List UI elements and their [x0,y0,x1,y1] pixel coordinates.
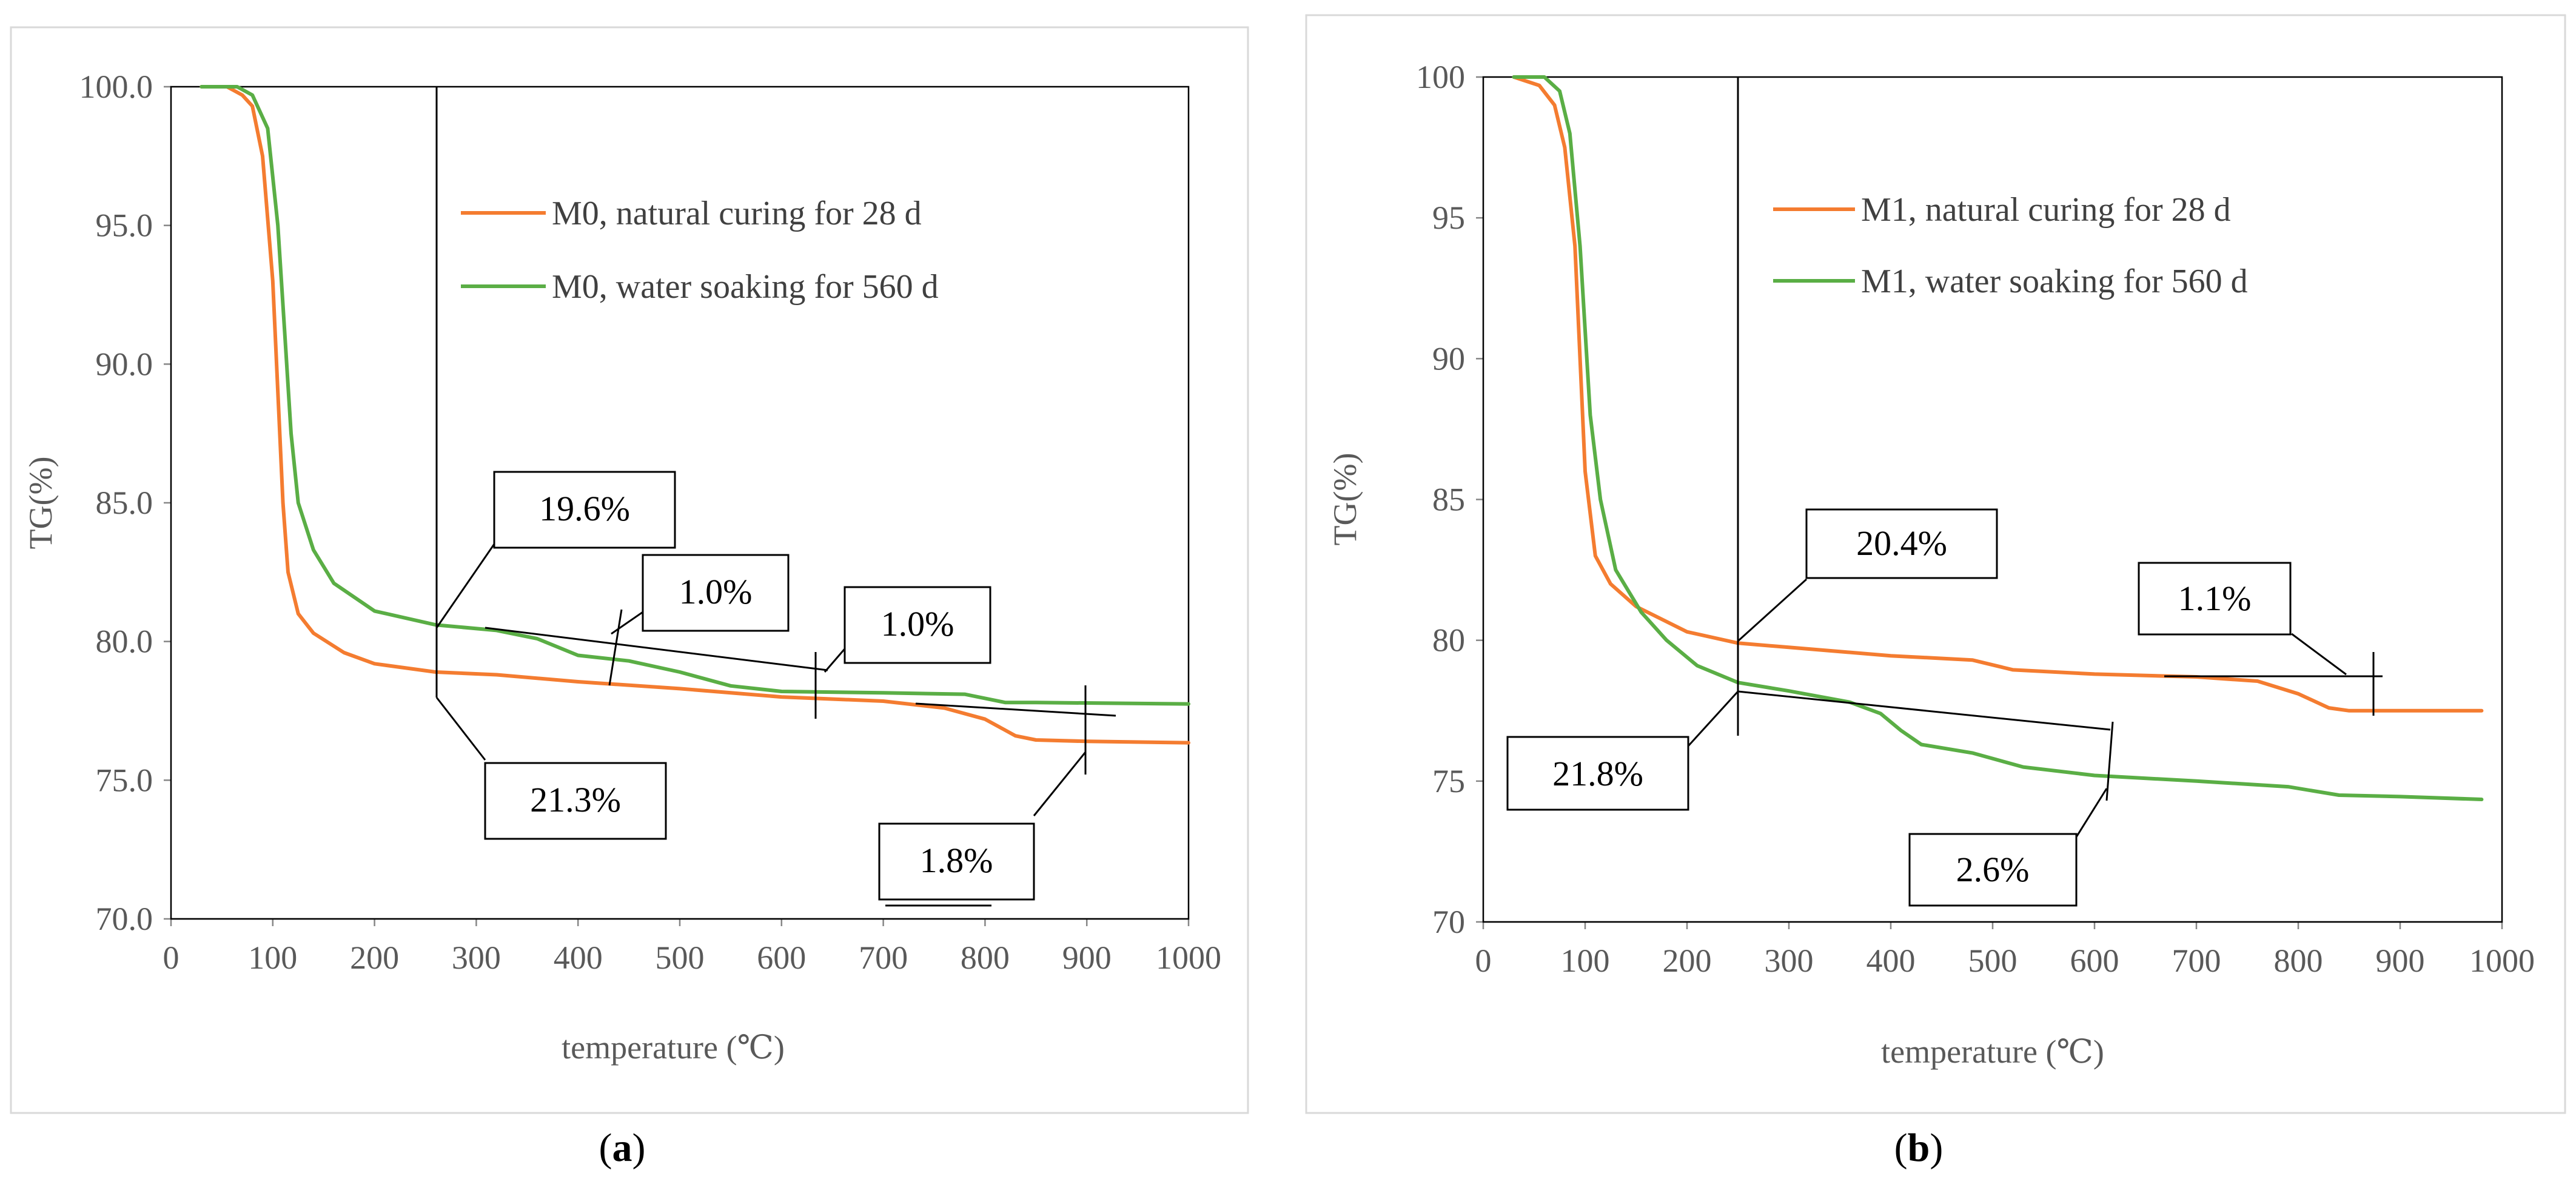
leader-20-4 [1737,578,1808,642]
leader-21-8 [1687,690,1739,747]
series-line-water [200,85,1190,706]
tick-mark-1 [608,609,623,686]
annotation-label: 1.1% [2178,579,2252,618]
chart-a-ticks: 0 100 200 300 400 500 600 700 800 900 1000 70.0 75.0… [79,69,1222,976]
x-tick-label: 600 [2070,943,2119,979]
leader-1-1 [2291,633,2347,676]
chart-a-legend: M0, natural curing for 28 d M0, water so… [461,195,939,306]
annotation-1-1: 1.1% [2138,562,2292,636]
y-tick-label: 90.0 [96,346,153,382]
annotation-label: 21.3% [530,780,621,819]
leader-21-3 [435,697,486,761]
caption-b: (b) [1894,1126,1944,1170]
legend-label-water: M1, water soaking for 560 d [1861,263,2248,300]
annotation-21-8: 21.8% [1506,736,1689,811]
annotation-label: 20.4% [1856,523,1947,563]
y-tick-label: 75 [1432,763,1465,799]
tick-mark-1 [2105,721,2114,801]
series-line-water [1512,75,2484,801]
legend-label-natural: M1, natural curing for 28 d [1861,191,2231,229]
annotation-21-3: 21.3% [484,762,667,840]
chart-b-legend: M1, natural curing for 28 d M1, water so… [1773,191,2248,300]
chart-a-series [200,85,1190,745]
caption-a: (a) [599,1126,646,1170]
legend-label-natural: M0, natural curing for 28 d [552,195,922,232]
x-tick-label: 300 [452,940,501,976]
chart-b-plot-area [1482,76,2503,923]
x-tick-label: 400 [1867,943,1916,979]
x-tick-label: 0 [1475,943,1492,979]
chart-panel-b: 0 100 200 300 400 500 600 700 800 900 1000 70 75 80 85… [1288,0,2576,1190]
leader-2-6 [2075,788,2108,838]
chart-panel-a: 0 100 200 300 400 500 600 700 800 900 1000 70.0 75.0… [10,26,1249,1170]
x-tick-label: 900 [1062,940,1112,976]
slope-line-1 [1737,690,2111,731]
x-tick-label: 400 [554,940,603,976]
chart-b-series [1512,75,2484,801]
y-tick-label: 100 [1416,59,1465,95]
chart-b-guides [1687,77,2383,838]
series-line-natural [1512,75,2484,713]
leader-1-8 [1033,751,1087,816]
slope-line-1 [485,627,828,671]
x-tick-label: 300 [1765,943,1814,979]
chart-b-y-axis-title: TG(%) [1327,453,1363,546]
leader-19-6 [435,543,495,628]
annotation-label: 1.0% [881,604,954,644]
chart-a-x-axis-title: temperature (℃) [562,1029,785,1066]
chart-a-svg: 0 100 200 300 400 500 600 700 800 900 1000 70.0 75.0… [10,26,1249,1114]
x-tick-label: 500 [656,940,705,976]
annotation-1-0-b: 1.0% [844,586,991,664]
slope-line-2 [915,702,1116,717]
x-tick-label: 1000 [2469,943,2535,979]
y-tick-label: 85 [1432,482,1465,518]
y-tick-label: 70 [1432,904,1465,940]
y-tick-label: 75.0 [96,762,153,798]
y-tick-label: 95.0 [96,207,153,244]
x-tick-label: 200 [350,940,399,976]
chart-a-y-axis-title: TG(%) [22,457,59,550]
annotation-20-4: 20.4% [1805,508,1998,579]
x-tick-label: 600 [757,940,806,976]
annotation-1-0-a: 1.0% [642,554,790,632]
x-tick-label: 100 [248,940,297,976]
y-tick-label: 80.0 [96,624,153,660]
chart-b-ticks: 0 100 200 300 400 500 600 700 800 900 1000 70 75 80 85… [1416,59,2535,979]
y-tick-label: 70.0 [96,901,153,937]
y-tick-label: 95 [1432,200,1465,236]
annotation-label: 21.8% [1552,754,1643,793]
y-tick-label: 100.0 [79,69,153,105]
legend-label-water: M0, water soaking for 560 d [552,268,939,306]
x-tick-label: 500 [1968,943,2018,979]
x-tick-label: 800 [2274,943,2323,979]
x-tick-label: 800 [961,940,1010,976]
annotation-label: 2.6% [1956,850,2030,889]
annotation-2-6: 2.6% [1908,833,2078,907]
chart-a-plot-area [170,86,1190,920]
y-tick-label: 85.0 [96,485,153,521]
x-tick-label: 0 [163,940,179,976]
y-tick-label: 90 [1432,340,1465,377]
y-tick-label: 80 [1432,622,1465,659]
x-tick-label: 700 [859,940,908,976]
annotation-label: 19.6% [539,489,630,528]
chart-a-frame [10,26,1249,1114]
x-tick-label: 700 [2172,943,2221,979]
x-tick-label: 1000 [1156,940,1221,976]
chart-b-x-axis-title: temperature (℃) [1881,1034,2104,1070]
annotation-1-8: 1.8% [878,822,1035,901]
annotation-19-6: 19.6% [493,471,676,549]
x-tick-label: 200 [1663,943,1712,979]
x-tick-label: 900 [2376,943,2425,979]
annotation-label: 1.0% [679,572,753,611]
chart-b-svg: 0 100 200 300 400 500 600 700 800 900 1000 70 75 80 85… [1305,14,2566,1114]
annotation-label: 1.8% [920,841,993,880]
series-line-natural [200,85,1190,745]
x-tick-label: 100 [1561,943,1610,979]
